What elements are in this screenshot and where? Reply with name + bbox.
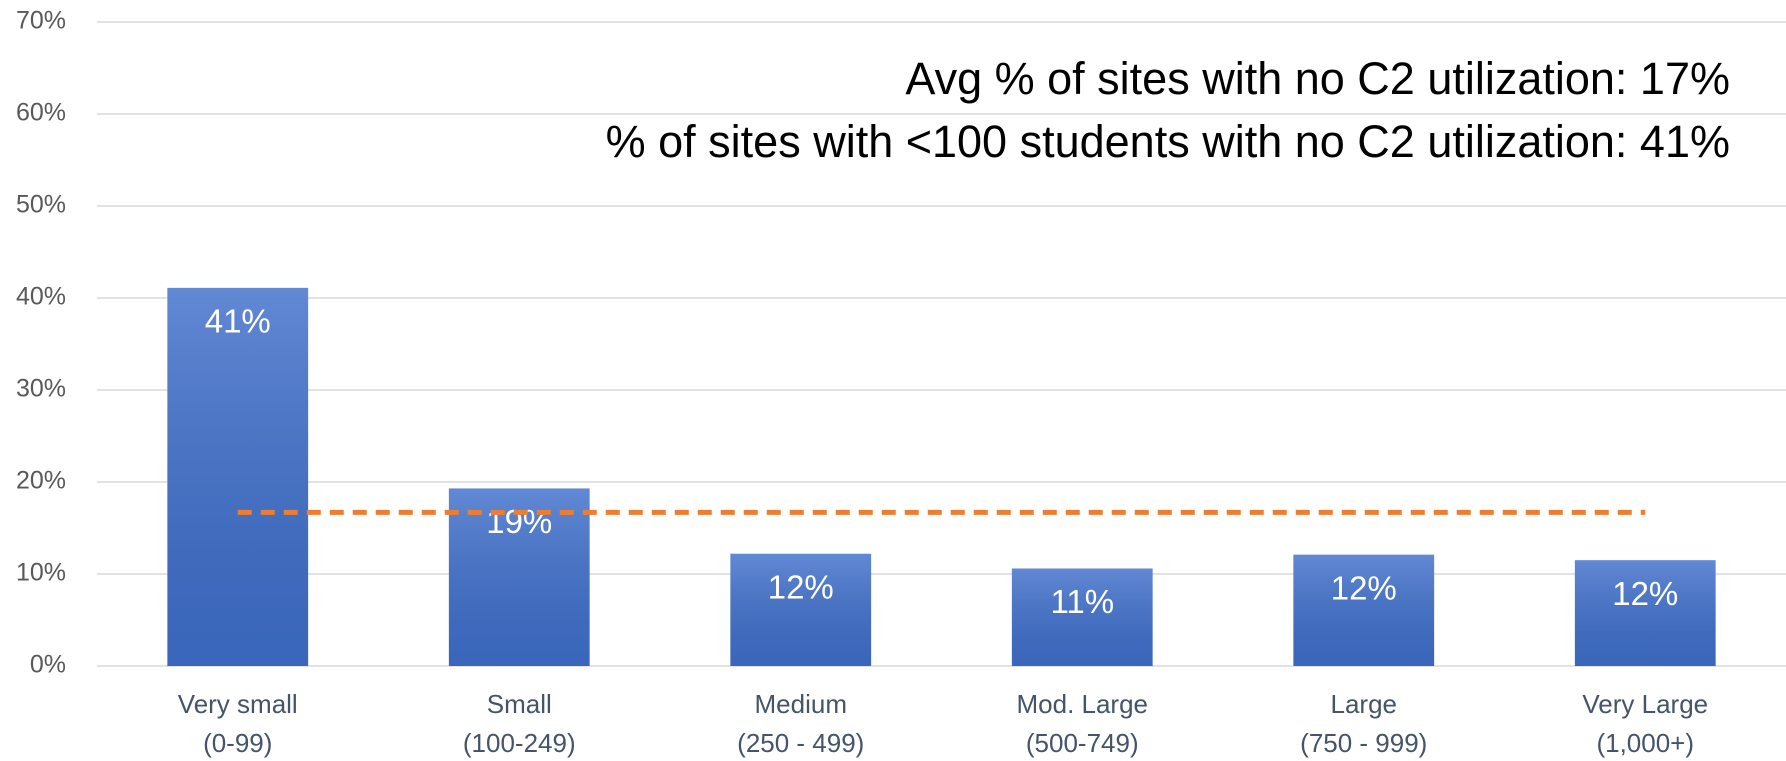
bar-shade: [167, 287, 309, 666]
x-tick-label: Small: [487, 689, 552, 719]
y-tick-label: 20%: [16, 467, 66, 495]
bar-shade: [448, 488, 590, 666]
data-label: 41%: [205, 303, 271, 340]
x-tick-label: (250 - 499): [737, 728, 864, 758]
x-tick-label: Large: [1331, 689, 1398, 719]
y-tick-label: 0%: [30, 651, 66, 679]
bar-shade: [730, 553, 872, 666]
bar-shade: [1011, 568, 1153, 666]
annotation: Avg % of sites with no C2 utilization: 1…: [905, 53, 1730, 104]
x-tick-label: (500-749): [1026, 728, 1139, 758]
data-label: 12%: [768, 568, 834, 605]
x-tick-label: Very small: [178, 689, 298, 719]
data-label: 19%: [486, 503, 552, 540]
y-tick-label: 10%: [16, 559, 66, 587]
x-tick-label: Medium: [755, 689, 847, 719]
data-label: 12%: [1612, 575, 1678, 612]
x-tick-label: (0-99): [203, 728, 272, 758]
y-tick-label: 70%: [16, 7, 66, 35]
bar-shade: [1574, 560, 1716, 666]
x-tick-label: Mod. Large: [1016, 689, 1148, 719]
y-tick-label: 40%: [16, 283, 66, 311]
x-tick-label: Very Large: [1582, 689, 1708, 719]
y-tick-label: 60%: [16, 99, 66, 127]
data-label: 11%: [1050, 583, 1114, 620]
annotation: % of sites with <100 students with no C2…: [606, 116, 1730, 167]
x-tick-label: (1,000+): [1596, 728, 1694, 758]
y-tick-label: 50%: [16, 191, 66, 219]
y-tick-label: 30%: [16, 375, 66, 403]
x-tick-label: (100-249): [463, 728, 576, 758]
bar-shade: [1293, 554, 1435, 666]
x-tick-label: (750 - 999): [1300, 728, 1427, 758]
data-label: 12%: [1331, 569, 1397, 606]
